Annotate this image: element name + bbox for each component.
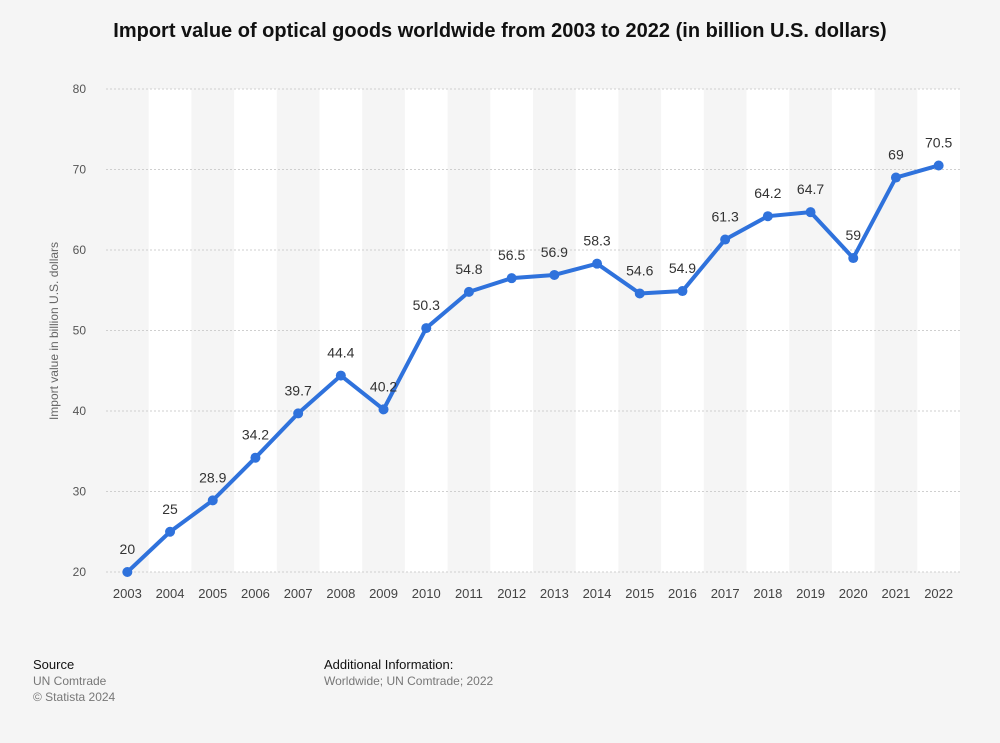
data-point[interactable] (122, 567, 133, 577)
data-point[interactable] (762, 211, 773, 222)
data-label: 56.5 (498, 247, 525, 263)
x-tick-label: 2004 (156, 586, 185, 601)
data-label: 69 (888, 147, 904, 163)
source-block: Source UN Comtrade © Statista 2024 (33, 657, 115, 705)
source-heading: Source (33, 657, 75, 672)
data-label: 61.3 (712, 209, 739, 225)
y-tick-label: 40 (73, 404, 87, 418)
data-label: 25 (162, 501, 178, 517)
x-tick-label: 2008 (326, 586, 355, 601)
data-point[interactable] (933, 160, 944, 171)
y-axis-ticks: 20 30 40 50 60 70 80 (73, 82, 87, 579)
x-tick-label: 2014 (583, 586, 612, 601)
data-label: 40.2 (370, 378, 397, 394)
x-tick-label: 2011 (455, 586, 483, 601)
x-tick-label: 2015 (625, 586, 654, 601)
data-point[interactable] (634, 288, 645, 299)
x-tick-label: 2009 (369, 586, 398, 601)
chart-title: Import value of optical goods worldwide … (113, 20, 887, 42)
data-point[interactable] (378, 404, 389, 415)
x-tick-label: 2020 (839, 586, 868, 601)
x-tick-label: 2006 (241, 586, 270, 601)
data-point[interactable] (165, 526, 176, 537)
x-tick-label: 2019 (796, 586, 825, 601)
data-label: 59 (845, 227, 861, 243)
data-point[interactable] (506, 273, 517, 284)
data-points (122, 160, 944, 577)
data-label: 34.2 (242, 427, 269, 443)
data-label: 64.2 (754, 185, 781, 201)
data-point[interactable] (720, 234, 731, 245)
data-label: 54.9 (669, 260, 696, 276)
x-tick-label: 2016 (668, 586, 697, 601)
x-tick-label: 2022 (924, 586, 953, 601)
series-line (125, 163, 941, 574)
data-point[interactable] (890, 172, 901, 183)
y-tick-label: 30 (73, 485, 87, 499)
data-point[interactable] (677, 286, 688, 297)
y-axis-title: Import value in billion U.S. dollars (47, 242, 61, 420)
data-point[interactable] (805, 207, 816, 218)
data-label: 64.7 (797, 181, 824, 197)
x-tick-label: 2018 (753, 586, 782, 601)
data-label: 50.3 (413, 297, 440, 313)
y-tick-label: 70 (73, 163, 87, 177)
data-label: 58.3 (583, 233, 610, 249)
data-point[interactable] (293, 408, 304, 419)
data-label: 54.8 (455, 261, 482, 277)
data-point[interactable] (592, 258, 603, 269)
data-point[interactable] (250, 452, 261, 463)
additional-info-block: Additional Information: Worldwide; UN Co… (324, 657, 493, 689)
data-point[interactable] (335, 370, 346, 381)
x-axis-ticks: 2003 2004 2005 2006 2007 2008 2009 2010 2011 2012… (113, 586, 953, 601)
x-tick-label: 2012 (497, 586, 526, 601)
x-tick-label: 2021 (881, 586, 910, 601)
data-label: 56.9 (541, 244, 568, 260)
data-point[interactable] (848, 253, 859, 264)
data-label: 54.6 (626, 262, 653, 278)
data-label: 39.7 (285, 382, 312, 398)
source-name[interactable]: UN Comtrade (33, 674, 107, 688)
y-tick-label: 60 (73, 243, 87, 257)
additional-info-text: Worldwide; UN Comtrade; 2022 (324, 674, 494, 688)
y-tick-label: 80 (73, 82, 87, 96)
data-point[interactable] (421, 323, 432, 334)
x-tick-label: 2013 (540, 586, 569, 601)
y-tick-label: 20 (73, 565, 87, 579)
x-tick-label: 2017 (711, 586, 740, 601)
x-tick-label: 2005 (198, 586, 227, 601)
data-point[interactable] (549, 269, 560, 280)
x-tick-label: 2007 (284, 586, 313, 601)
data-label: 70.5 (925, 134, 952, 150)
data-label: 44.4 (327, 345, 354, 361)
data-label: 20 (120, 541, 136, 557)
additional-info-heading[interactable]: Additional Information: (324, 657, 454, 672)
copyright: © Statista 2024 (33, 690, 116, 704)
x-tick-label: 2003 (113, 586, 142, 601)
x-tick-label: 2010 (412, 586, 441, 601)
data-label: 28.9 (199, 469, 226, 485)
y-tick-label: 50 (73, 324, 87, 338)
data-point[interactable] (207, 495, 218, 506)
data-labels: 20 25 28.9 34.2 39.7 44.4 40.2 50.3 54.8 56.5 56.9… (120, 134, 953, 557)
data-point[interactable] (463, 286, 474, 297)
